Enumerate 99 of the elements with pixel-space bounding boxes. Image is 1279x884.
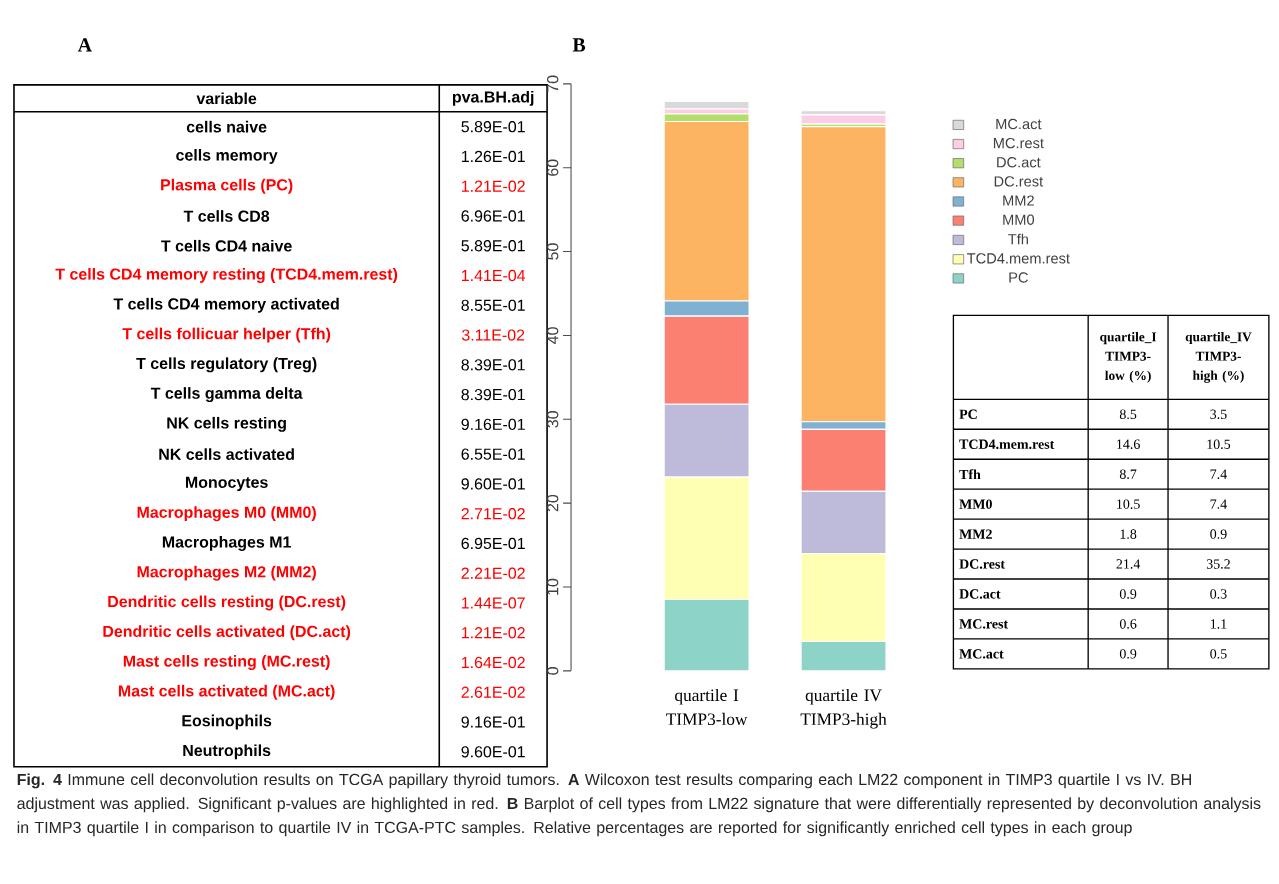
y-tick-label: 40 bbox=[547, 327, 559, 345]
text: 9.60E-01 bbox=[461, 746, 525, 758]
text: 1.64E-02 bbox=[461, 657, 525, 669]
category-label: PC bbox=[959, 409, 977, 420]
category-label: T cells CD4 naive bbox=[161, 240, 292, 252]
category-label: Monocytes bbox=[185, 477, 268, 492]
category-label: TCD4.mem.rest bbox=[959, 439, 1055, 450]
y-tick-label: 30 bbox=[547, 411, 559, 428]
text: 9.16E-01 bbox=[461, 716, 525, 728]
category-label: Mast cells activated (MC.act) bbox=[118, 685, 335, 700]
text: pva.BH.adj bbox=[452, 91, 534, 107]
x-tick-label: quartile I TIMP3-low bbox=[666, 689, 748, 726]
category-label: DC.rest bbox=[959, 559, 1005, 569]
text: 8.39E-01 bbox=[461, 359, 525, 371]
category-label: Tfh bbox=[959, 469, 981, 480]
text: 5.89E-01 bbox=[461, 240, 525, 252]
category-label: NK cells activated bbox=[159, 448, 294, 461]
text: variable bbox=[196, 92, 257, 105]
text: 2.21E-02 bbox=[461, 567, 525, 580]
text: quartile_I TIMP3-low (%) bbox=[1100, 332, 1157, 383]
data-label: 0.9 bbox=[1210, 529, 1227, 540]
bar bbox=[800, 641, 887, 672]
data-label: 21.4 bbox=[1116, 559, 1141, 569]
text: 6.55E-01 bbox=[461, 448, 525, 461]
data-label: 14.6 bbox=[1117, 439, 1140, 450]
data-label: 3.5 bbox=[1210, 409, 1227, 420]
category-label: MC.act bbox=[959, 649, 1004, 659]
bar bbox=[663, 599, 750, 672]
category-label: T cells CD4 memory resting (TCD4.mem.rest) bbox=[55, 268, 398, 284]
text: 2.71E-02 bbox=[461, 508, 525, 520]
text: 1.41E-04 bbox=[461, 270, 526, 282]
data-label: 0.9 bbox=[1119, 589, 1137, 599]
category-label: cells naive bbox=[186, 121, 267, 133]
data-label: 1.1 bbox=[1210, 619, 1227, 629]
category-label: T cells gamma delta bbox=[150, 387, 303, 403]
y-tick-label: 10 bbox=[547, 578, 559, 595]
category-label: Mast cells resting (MC.rest) bbox=[123, 655, 330, 671]
category-label: Dendritic cells activated (DC.act) bbox=[103, 625, 351, 641]
y-tick-label: 70 bbox=[547, 75, 559, 93]
text: 1.21E-02 bbox=[461, 180, 525, 193]
data-label: 8.5 bbox=[1119, 409, 1137, 420]
legend-label: DC.rest bbox=[994, 176, 1044, 187]
text: 5.89E-01 bbox=[461, 121, 525, 133]
x-tick-label: quartile IV TIMP3-high bbox=[800, 689, 887, 729]
category-label: Macrophages M1 bbox=[162, 536, 291, 552]
category-label: Dendritic cells resting (DC.rest) bbox=[108, 595, 346, 611]
data-label: 0.6 bbox=[1119, 619, 1137, 629]
category-label: cells memory bbox=[176, 149, 278, 165]
data-label: 7.4 bbox=[1210, 469, 1227, 480]
text: MM0 bbox=[1003, 214, 1035, 226]
data-label: 10.5 bbox=[1207, 439, 1231, 450]
text: 1.21E-02 bbox=[461, 627, 525, 639]
data-label: 35.2 bbox=[1206, 559, 1230, 569]
legend-label: TCD4.mem.rest bbox=[967, 253, 1070, 264]
text: PC bbox=[1009, 272, 1028, 283]
text: quartile_IV TIMP3-high (%) bbox=[1185, 332, 1252, 384]
text: 6.95E-01 bbox=[461, 538, 525, 550]
text: Fig. 4 Immune cell deconvolution results on TCGA papillary thyroid tumors. A Wilcoxon test results comparing each LM22 component in TIMP3 quartile I vs IV. BH adjustment was applied. Significant p-values are highlighted in red. B Barplot of cell types from LM22 signature that were differentially represented by deconvolution analysis in TIMP3 quartile I in comparison to quartile IV in TCGA-PTC samples. Relative percentages are reported for significantly enriched cell types in each group bbox=[17, 773, 1261, 837]
category-label: Eosinophils bbox=[182, 714, 272, 730]
data-label: 10.5 bbox=[1117, 499, 1140, 510]
y-tick-label: 20 bbox=[547, 495, 559, 512]
category-label: Neutrophils bbox=[183, 744, 271, 760]
text: 2.61E-02 bbox=[461, 686, 525, 699]
category-label: T cells CD8 bbox=[183, 210, 270, 223]
data-label: 0.9 bbox=[1119, 649, 1137, 659]
category-label: MM0 bbox=[959, 499, 992, 510]
category-label: T cells CD4 memory activated bbox=[113, 298, 339, 313]
category-label: Macrophages M2 (MM2) bbox=[137, 565, 316, 581]
data-label: 0.5 bbox=[1210, 649, 1227, 659]
category-label: NK cells resting bbox=[167, 417, 286, 433]
category-label: MC.rest bbox=[959, 619, 1009, 629]
text: 8.39E-01 bbox=[461, 389, 525, 401]
category-label: T cells regulatory (Treg) bbox=[136, 357, 317, 373]
category-label: T cells follicuar helper (Tfh) bbox=[122, 327, 331, 343]
chart-title: B bbox=[572, 38, 586, 52]
text: A bbox=[77, 38, 92, 52]
text: 3.11E-02 bbox=[461, 329, 525, 341]
text: 8.55E-01 bbox=[461, 299, 525, 312]
category-label: Macrophages M0 (MM0) bbox=[137, 506, 316, 522]
y-tick-label: 0 bbox=[547, 667, 559, 675]
legend-label: DC.act bbox=[997, 157, 1041, 168]
category-label: DC.act bbox=[959, 589, 1001, 599]
data-label: 1.8 bbox=[1120, 529, 1137, 540]
y-tick-label: 60 bbox=[547, 159, 559, 177]
text: MM2 bbox=[1003, 195, 1034, 206]
category-label: MM2 bbox=[959, 529, 992, 539]
text: 1.44E-07 bbox=[461, 597, 525, 609]
text: 6.96E-01 bbox=[461, 210, 525, 222]
text: Tfh bbox=[1008, 233, 1028, 245]
data-label: 0.3 bbox=[1210, 589, 1227, 599]
legend-label: MC.rest bbox=[993, 138, 1044, 149]
text: 1.26E-01 bbox=[461, 151, 525, 163]
legend-label: MC.act bbox=[996, 119, 1042, 130]
data-label: 8.7 bbox=[1119, 469, 1137, 480]
category-label: Plasma cells (PC) bbox=[161, 179, 293, 194]
text: 9.16E-01 bbox=[461, 418, 525, 431]
y-tick-label: 50 bbox=[547, 243, 559, 261]
text: 9.60E-01 bbox=[461, 478, 525, 490]
data-label: 7.4 bbox=[1210, 499, 1227, 510]
